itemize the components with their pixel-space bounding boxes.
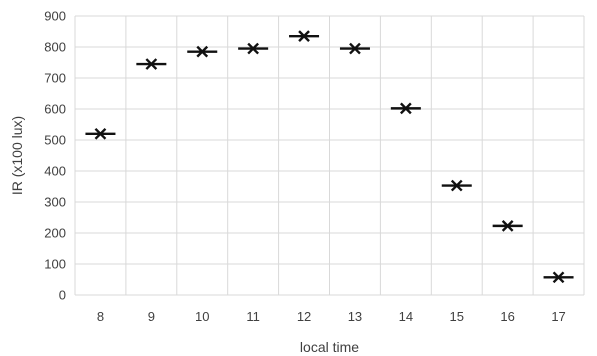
y-tick-label: 400	[44, 164, 66, 179]
data-point	[339, 42, 370, 55]
data-point	[390, 102, 421, 115]
x-tick-label: 15	[450, 309, 464, 324]
y-tick-label: 200	[44, 226, 66, 241]
x-tick-label: 10	[195, 309, 209, 324]
data-points	[85, 30, 574, 284]
y-tick-label: 0	[59, 288, 66, 303]
x-tick-label: 17	[551, 309, 565, 324]
y-tick-label: 500	[44, 133, 66, 148]
x-tick-label: 11	[246, 309, 260, 324]
y-tick-label: 100	[44, 257, 66, 272]
data-point	[187, 45, 218, 58]
x-axis-ticks: 8 9 10 11 12 13 14 15 16 17	[97, 309, 566, 324]
x-tick-label: 9	[148, 309, 155, 324]
grid	[74, 15, 585, 296]
data-point	[136, 58, 167, 70]
x-tick-label: 8	[97, 309, 104, 324]
y-tick-label: 600	[44, 102, 66, 117]
y-axis-ticks: 0 100 200 300 400 500 600 700 800 900	[44, 9, 66, 303]
data-point	[441, 179, 472, 192]
data-point	[289, 30, 320, 42]
x-axis-title: local time	[300, 339, 359, 355]
y-tick-label: 700	[44, 71, 66, 86]
y-tick-label: 300	[44, 195, 66, 210]
y-axis-title: IR (x100 lux)	[9, 116, 25, 195]
y-tick-label: 900	[44, 9, 66, 24]
data-point	[492, 220, 523, 232]
data-point	[238, 42, 269, 55]
x-tick-label: 12	[297, 309, 311, 324]
x-tick-label: 14	[399, 309, 413, 324]
x-tick-label: 13	[348, 309, 362, 324]
data-point	[85, 127, 116, 140]
data-point	[543, 271, 574, 284]
x-tick-label: 16	[500, 309, 514, 324]
y-tick-label: 800	[44, 40, 66, 55]
